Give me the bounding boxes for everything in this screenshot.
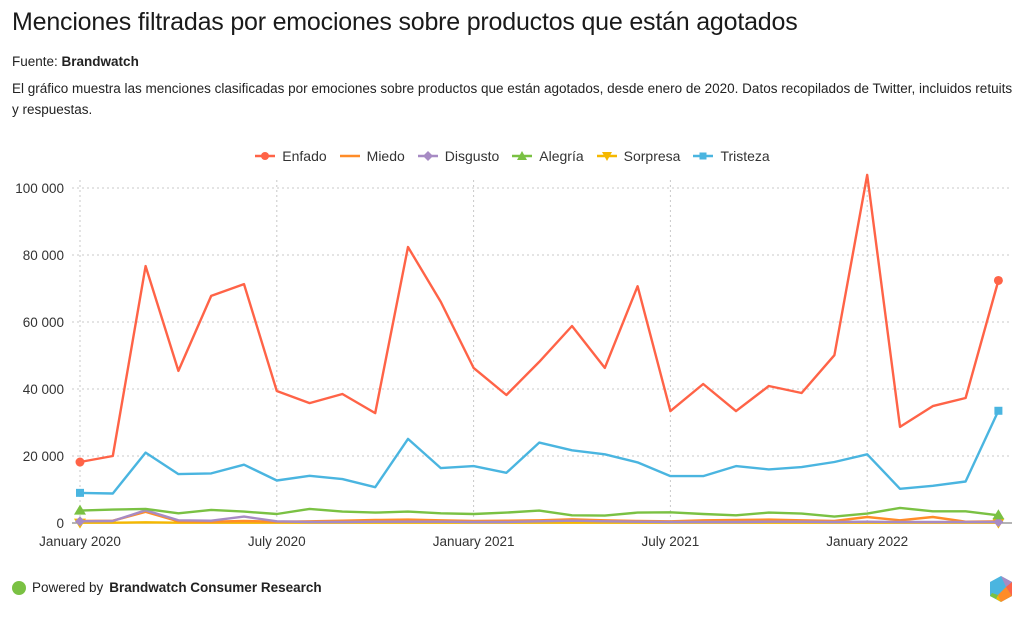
legend-triangle-down-icon <box>596 152 617 161</box>
x-tick-label: January 2021 <box>433 534 515 549</box>
legend-label: Alegría <box>539 148 584 164</box>
legend-item-miedo[interactable]: Miedo <box>339 148 405 164</box>
x-tick-label: July 2020 <box>248 534 306 549</box>
series-marker-disgusto <box>75 516 85 527</box>
legend-diamond-icon <box>417 151 438 161</box>
legend-item-enfado[interactable]: Enfado <box>254 148 327 164</box>
source-label: Fuente: <box>12 54 58 69</box>
brandwatch-logo-icon <box>990 576 1012 602</box>
footer: Powered by Brandwatch Consumer Research <box>12 580 322 595</box>
line-chart: 0 20 000 40 000 60 000 80 000 100 000 January … <box>15 173 1012 549</box>
y-tick-label: 0 <box>56 516 64 531</box>
series-line-enfado <box>79 173 1000 464</box>
legend-item-sorpresa[interactable]: Sorpresa <box>596 148 681 164</box>
series-marker-tristeza <box>994 406 1003 415</box>
powered-by-label: Powered by <box>32 580 104 595</box>
legend-item-disgusto[interactable]: Disgusto <box>417 148 499 164</box>
series-line-disgusto <box>79 509 999 524</box>
y-tick-label: 100 000 <box>15 181 64 196</box>
series-marker-alegria <box>992 509 1005 520</box>
page-title: Menciones filtradas por emociones sobre … <box>12 8 798 36</box>
series-line-tristeza <box>79 410 1000 495</box>
y-tick-label: 40 000 <box>23 382 64 397</box>
series-marker-alegria <box>74 504 86 515</box>
legend-triangle-icon <box>512 151 533 160</box>
legend-label: Enfado <box>282 148 327 164</box>
brand-name: Brandwatch Consumer Research <box>109 580 322 595</box>
x-tick-label: January 2022 <box>826 534 908 549</box>
series-marker-enfado <box>993 275 1003 285</box>
y-tick-label: 80 000 <box>23 248 64 263</box>
legend-label: Miedo <box>366 148 405 164</box>
series-marker-disgusto <box>993 516 1004 527</box>
series-line-alegria <box>79 506 999 518</box>
legend-item-alegria[interactable]: Alegría <box>511 148 584 164</box>
series-marker-tristeza <box>76 488 84 497</box>
source-name: Brandwatch <box>61 54 139 69</box>
source-line: Fuente: Brandwatch <box>12 54 139 69</box>
y-tick-label: 60 000 <box>23 315 64 330</box>
series-marker-enfado <box>75 457 85 467</box>
legend-none-icon <box>339 154 360 158</box>
legend-item-tristeza[interactable]: Tristeza <box>692 148 770 164</box>
legend-square-icon <box>693 152 714 160</box>
brand-dot-icon <box>12 580 26 595</box>
x-tick-label: July 2021 <box>642 534 700 549</box>
legend-label: Tristeza <box>720 148 770 164</box>
y-tick-label: 20 000 <box>23 449 64 464</box>
x-tick-label: January 2020 <box>39 534 121 549</box>
chart-description: El gráfico muestra las menciones clasifi… <box>12 81 1013 117</box>
legend-circle-icon <box>255 152 276 160</box>
legend-label: Sorpresa <box>623 148 681 164</box>
chart-legend: Enfado Miedo Disgusto Alegría Sorpresa Triste… <box>0 148 1024 164</box>
legend-label: Disgusto <box>444 148 500 164</box>
